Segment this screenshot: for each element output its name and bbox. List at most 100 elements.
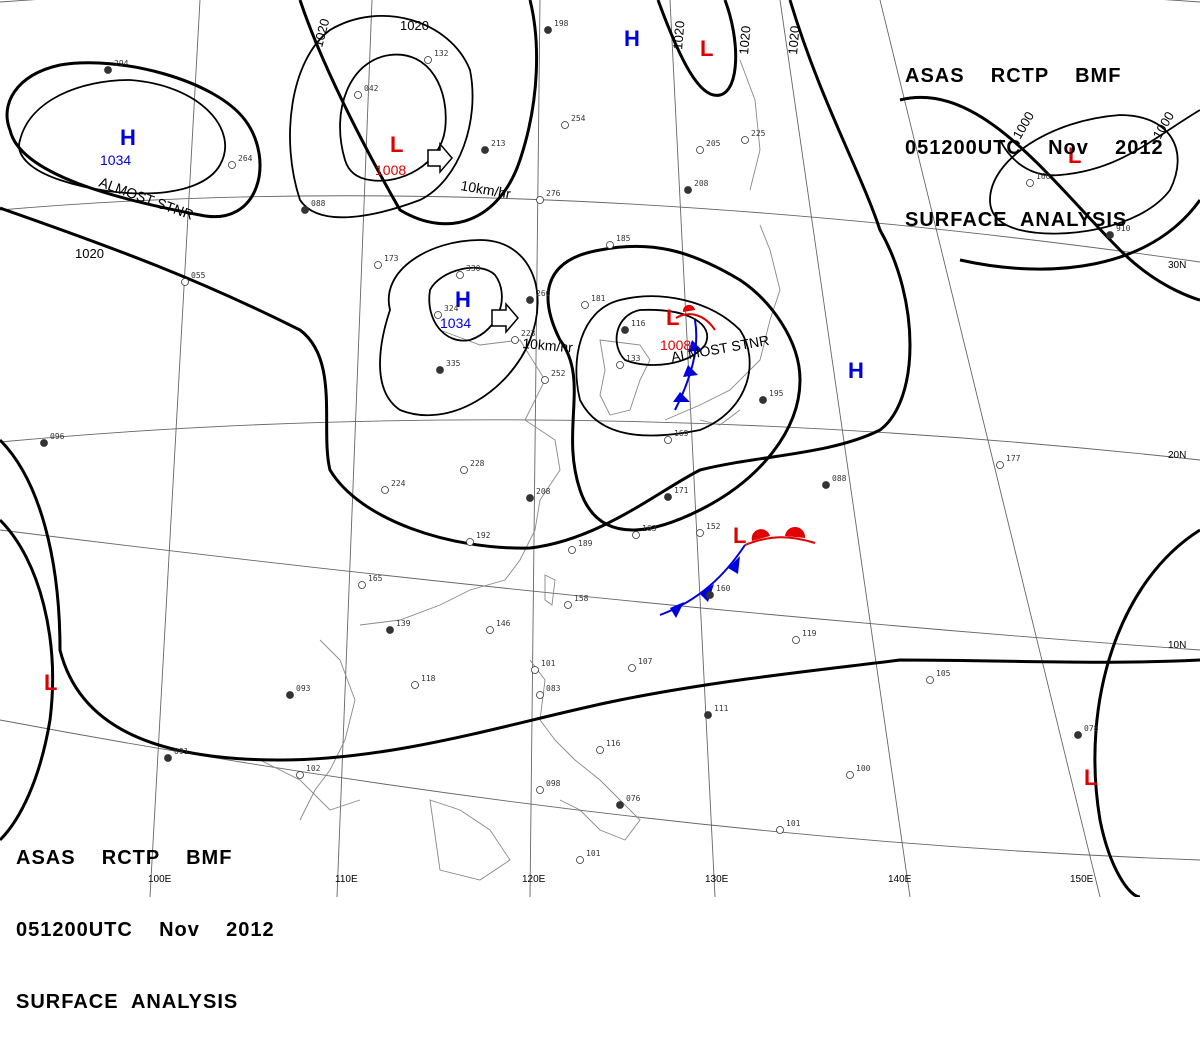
low-center-north-2: L — [700, 36, 713, 61]
low-center-north: L — [390, 132, 403, 157]
motion-arrows — [427, 141, 519, 335]
station-circle — [301, 206, 309, 214]
station-pressure-value: 260 — [536, 289, 551, 298]
station-pressure-value: 088 — [311, 199, 326, 208]
station-pressure-value: 152 — [706, 522, 721, 531]
coastlines — [259, 59, 781, 881]
station-circle — [486, 626, 494, 634]
cold-front-south-barb-3 — [728, 556, 740, 574]
station-pressure-value: 169 — [674, 429, 689, 438]
station-circle — [1106, 231, 1114, 239]
station-circle — [706, 591, 714, 599]
station-circle — [296, 771, 304, 779]
low-center-south: L — [733, 523, 746, 548]
low-center-ne: L — [1068, 143, 1081, 168]
coast-philippines — [529, 659, 641, 841]
station-pressure-value: 181 — [591, 294, 606, 303]
station-circle — [541, 376, 549, 384]
station-circle — [526, 296, 534, 304]
station-pressure-value: 185 — [616, 234, 631, 243]
station-circle — [576, 856, 584, 864]
lon-label-140e: 140E — [888, 874, 912, 885]
station-circle — [616, 361, 624, 369]
longitude-line-140e — [779, 0, 911, 897]
coast-korea — [599, 339, 651, 416]
isobar-1024-low-region — [289, 15, 474, 219]
station-pressure-value: 208 — [536, 487, 551, 496]
station-circle — [466, 538, 474, 546]
station-pressure-value: 111 — [714, 704, 729, 713]
low-center-sw: L — [44, 670, 57, 695]
station-pressure-value: 083 — [546, 684, 561, 693]
latitude-line-30n — [0, 195, 1200, 263]
station-pressure-value: 116 — [606, 739, 621, 748]
longitude-line-130e — [669, 0, 716, 897]
isobar-1020-ridge — [298, 0, 539, 226]
station-circle — [536, 786, 544, 794]
isobar-label-1020-d: 1020 — [670, 20, 687, 50]
low-center-north-value: 1008 — [375, 162, 406, 178]
station-circle — [696, 529, 704, 537]
station-pressure-value: 171 — [674, 486, 689, 495]
station-circle — [358, 581, 366, 589]
station-pressure-value: 102 — [306, 764, 321, 773]
warm-front-south-bump-2 — [785, 526, 806, 538]
high-center-west: H — [120, 125, 136, 150]
coast-sakhalin — [739, 59, 761, 191]
station-pressure-value: 205 — [706, 139, 721, 148]
isobar-1028-west — [18, 79, 226, 195]
coast-indochina — [259, 639, 361, 821]
station-circle — [926, 676, 934, 684]
longitude-line-120e — [529, 0, 541, 897]
isobar-label-1020-b: 1020 — [310, 17, 332, 49]
station-pressure-value: 119 — [802, 629, 817, 638]
station-circle — [424, 56, 432, 64]
warm-front-south-bump-1 — [751, 529, 770, 541]
station-circle — [741, 136, 749, 144]
station-pressure-value: 324 — [444, 304, 459, 313]
station-pressure-value: 055 — [191, 271, 206, 280]
isobar-right-trough-2 — [959, 199, 1200, 271]
station-pressure-value: 198 — [554, 19, 569, 28]
station-pressure-value: 294 — [114, 59, 129, 68]
high-center-mid-value: 1034 — [440, 315, 471, 331]
station-pressure-value: 116 — [631, 319, 646, 328]
station-circle — [632, 531, 640, 539]
station-pressure-value: 165 — [368, 574, 383, 583]
grid-labels: 30N 20N 10N 100E 110E 120E 130E 140E 150… — [148, 260, 1186, 885]
station-pressure-value: 228 — [470, 459, 485, 468]
cold-front-barb-2 — [683, 365, 698, 377]
station-pressure-value: 335 — [446, 359, 461, 368]
station-circle — [536, 691, 544, 699]
station-pressure-value: 088 — [832, 474, 847, 483]
cold-front-barb-1 — [688, 340, 702, 352]
station-pressure-value: 076 — [626, 794, 641, 803]
station-circle — [181, 278, 189, 286]
fronts — [659, 304, 816, 618]
isobars — [0, 0, 1200, 897]
station-circle — [434, 311, 442, 319]
station-circle — [460, 466, 468, 474]
low-center-korea-value: 1008 — [660, 337, 691, 353]
latitude-line-20n — [0, 419, 1200, 461]
station-circle — [664, 436, 672, 444]
station-pressure-value: 189 — [578, 539, 593, 548]
low-center-se: L — [1084, 765, 1097, 790]
motion-label-2: 10km/hr — [522, 335, 574, 355]
warm-front-south — [744, 536, 816, 546]
station-circle — [40, 439, 48, 447]
lat-label-20n: 20N — [1168, 450, 1186, 461]
station-pressure-value: 132 — [434, 49, 449, 58]
header-top-line1: ASAS RCTP BMF — [905, 65, 1122, 87]
isobar-labels: 1020 1020 1020 1020 1020 1020 1000 1000 — [75, 17, 1177, 261]
station-circle — [561, 121, 569, 129]
isobar-far-east-loop — [1093, 528, 1200, 897]
station-circle — [104, 66, 112, 74]
station-circle — [374, 261, 382, 269]
station-pressure-value: 100 — [856, 764, 871, 773]
station-pressure-value: 078 — [1084, 724, 1099, 733]
station-circle — [381, 486, 389, 494]
station-pressure-value: 223 — [521, 329, 536, 338]
station-circle — [564, 601, 572, 609]
station-circle — [616, 801, 624, 809]
